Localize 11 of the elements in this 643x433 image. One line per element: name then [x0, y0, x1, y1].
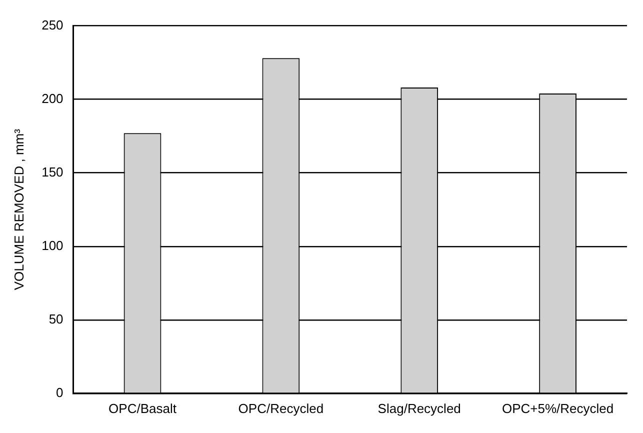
- x-tick-label: OPC+5%/Recycled: [502, 400, 614, 416]
- x-tick-label: OPC/Recycled: [238, 400, 324, 416]
- x-tick-label: OPC/Basalt: [108, 400, 177, 416]
- y-axis-title: VOLUME REMOVED , mm³: [11, 128, 26, 290]
- y-tick-label: 50: [48, 311, 64, 326]
- x-tick-label: Slag/Recycled: [378, 400, 461, 416]
- y-tick-label: 0: [56, 384, 64, 400]
- y-tick-label: 100: [42, 238, 64, 253]
- y-tick-label: 200: [42, 90, 64, 106]
- y-tick-label: 150: [42, 164, 64, 180]
- y-tick-label: 250: [42, 17, 64, 32]
